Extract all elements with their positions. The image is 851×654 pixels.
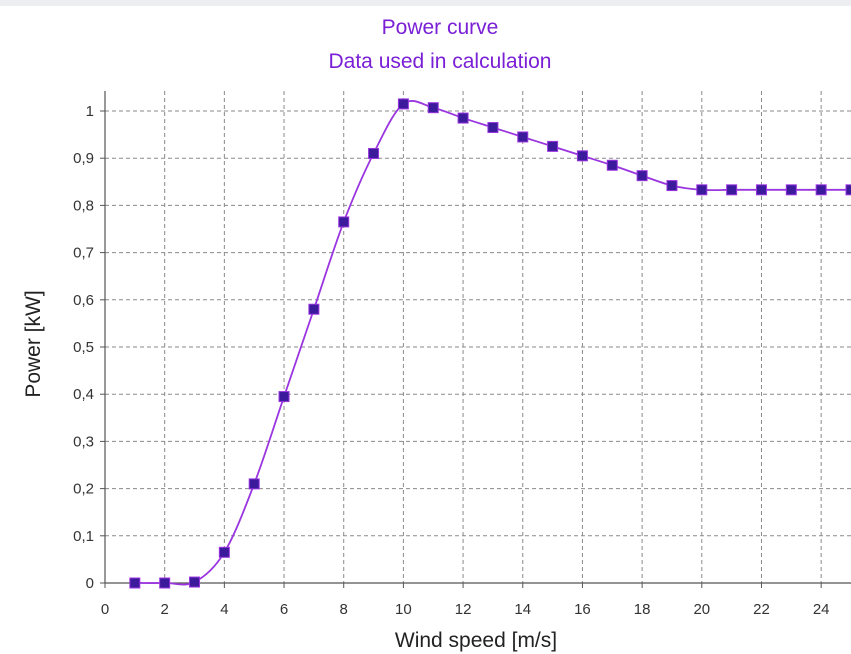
y-tick-label: 0,4: [73, 386, 94, 403]
data-point: [666, 180, 678, 192]
y-tick-label: 0,9: [73, 150, 94, 167]
y-axis-label: Power [kW]: [22, 290, 45, 397]
data-point: [606, 159, 618, 171]
x-tick-label: 8: [340, 601, 348, 618]
data-point: [278, 391, 290, 403]
data-point: [487, 122, 499, 134]
data-point: [427, 102, 439, 114]
data-point: [815, 184, 827, 196]
x-tick-label: 12: [455, 601, 472, 618]
y-tick-label: 0,5: [73, 339, 94, 356]
x-tick-label: 4: [220, 601, 228, 618]
chart-title: Power curve: [382, 16, 499, 39]
y-tick-label: 0,1: [73, 528, 94, 545]
x-tick-label: 14: [514, 601, 531, 618]
data-point: [636, 170, 648, 182]
data-point: [457, 112, 469, 124]
x-tick-label: 24: [813, 601, 830, 618]
data-point: [726, 184, 738, 196]
data-point: [368, 147, 380, 159]
x-tick-label: 6: [280, 601, 288, 618]
x-tick-label: 10: [395, 601, 412, 618]
grid: [105, 91, 851, 583]
data-point: [338, 216, 350, 228]
data-point: [129, 577, 141, 589]
x-tick-label: 20: [693, 601, 710, 618]
y-tick-label: 0: [86, 575, 94, 592]
x-tick-label: 0: [101, 601, 109, 618]
data-point: [696, 184, 708, 196]
x-tick-label: 22: [753, 601, 770, 618]
data-point: [308, 303, 320, 315]
y-tick-label: 0,8: [73, 197, 94, 214]
series-power: [129, 98, 851, 589]
data-point: [576, 150, 588, 162]
chart-subtitle: Data used in calculation: [329, 50, 552, 73]
tick-labels: 0 2 4 6 8 10 12 14 16 18 20 22 2400,10,20,30,40,50,6…: [73, 103, 829, 618]
data-point: [248, 478, 260, 490]
x-tick-label: 18: [634, 601, 651, 618]
y-tick-label: 0,7: [73, 245, 94, 262]
axes: [100, 91, 851, 588]
y-tick-label: 0,3: [73, 433, 94, 450]
y-tick-label: 0,6: [73, 292, 94, 309]
series-line: [134, 100, 851, 586]
y-tick-label: 1: [86, 103, 94, 120]
data-point: [189, 576, 201, 588]
data-point: [547, 140, 559, 152]
x-tick-label: 2: [161, 601, 169, 618]
y-tick-label: 0,2: [73, 481, 94, 498]
data-point: [397, 98, 409, 110]
data-point: [517, 131, 529, 143]
data-point: [159, 577, 171, 589]
x-tick-label: 16: [574, 601, 591, 618]
x-axis-label: Wind speed [m/s]: [395, 629, 557, 652]
data-point: [845, 184, 851, 196]
data-point: [218, 546, 230, 558]
data-point: [755, 184, 767, 196]
data-point: [785, 184, 797, 196]
